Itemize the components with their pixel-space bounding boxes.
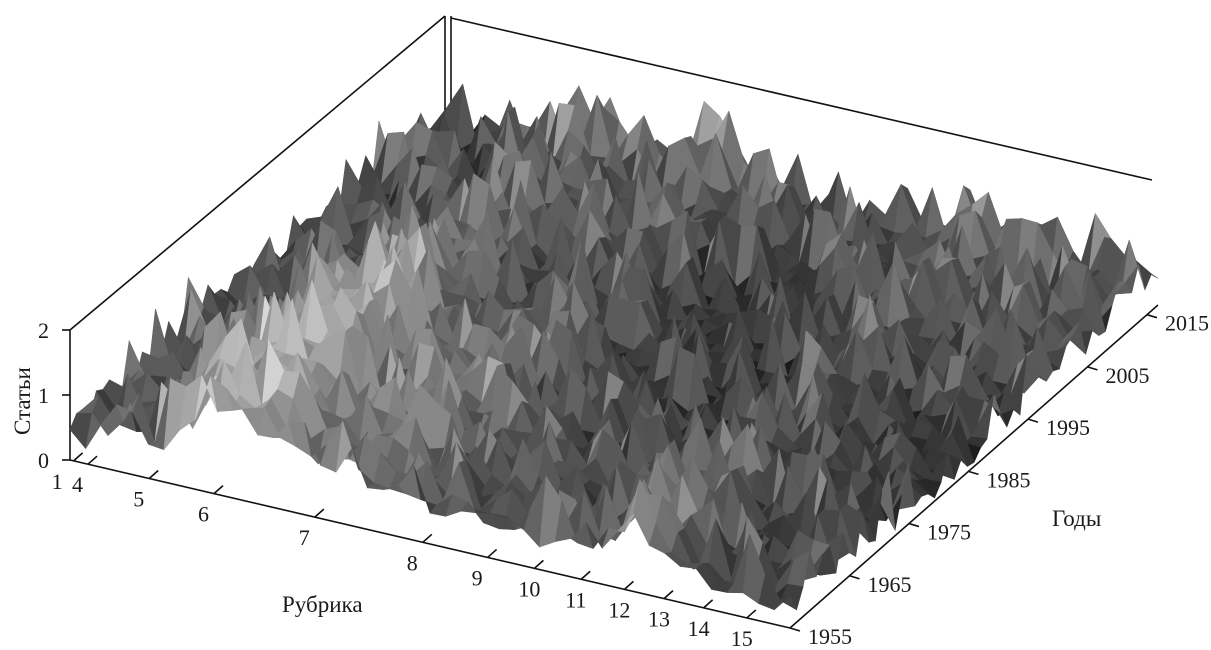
x-tick-14	[703, 599, 714, 609]
x-tick-label-11: 11	[565, 587, 586, 612]
y-axis: 1955 1965 1975 1985 1995 2005 2015	[789, 311, 1209, 649]
x-tick-13	[663, 590, 674, 600]
y-tick-1995	[1027, 418, 1039, 423]
x-axis-line	[69, 459, 791, 629]
y-tick-1965	[849, 575, 860, 580]
y-tick-1985	[968, 470, 979, 476]
z-axis: 2 1 0 Статьи	[10, 318, 70, 473]
x-tick-9	[487, 548, 498, 559]
x-axis: 1 4 5 6 7 8 9 10 11 12 13 14 15	[52, 452, 757, 650]
y-tick-label-2005: 2005	[1105, 363, 1149, 388]
x-tick-4	[87, 455, 98, 465]
y-tick-label-2015: 2015	[1165, 311, 1209, 336]
y-tick-label-1995: 1995	[1046, 415, 1090, 440]
z-axis-title: Статьи	[10, 367, 35, 435]
y-tick-label-1975: 1975	[927, 520, 971, 545]
x-tick-15	[746, 609, 757, 619]
z-tick-label-1: 1	[38, 383, 49, 408]
x-tick-7	[314, 508, 325, 518]
y-tick-label-1985: 1985	[986, 467, 1030, 492]
x-tick-label-8: 8	[407, 550, 418, 575]
y-tick-label-1955: 1955	[808, 624, 852, 649]
frame-back-top-edge	[450, 17, 1153, 181]
x-tick-label-4: 4	[72, 472, 83, 497]
z-tick-label-0: 0	[38, 448, 49, 473]
x-tick-label-6: 6	[198, 502, 209, 527]
surface-mesh	[69, 83, 1159, 611]
frame-back-left-edge	[69, 15, 446, 331]
x-tick-label-14: 14	[688, 616, 710, 641]
y-tick-2005	[1087, 366, 1098, 371]
y-tick-1975	[908, 522, 920, 528]
x-tick-label-13: 13	[648, 607, 670, 632]
y-tick-label-1965: 1965	[867, 572, 911, 597]
x-axis-title: Рубрика	[282, 592, 363, 617]
x-tick-label-7: 7	[299, 525, 310, 550]
x-tick-11	[580, 570, 591, 580]
z-tick-label-2: 2	[38, 318, 49, 343]
y-axis-title: Годы	[1052, 506, 1101, 531]
x-tick-10	[533, 559, 544, 569]
y-axis-line	[789, 304, 1159, 629]
x-tick-5	[148, 469, 159, 480]
x-tick-label-1: 1	[52, 469, 63, 494]
x-tick-label-5: 5	[133, 486, 144, 511]
x-tick-12	[623, 580, 634, 590]
surface-cell	[774, 595, 798, 611]
x-tick-6	[213, 485, 224, 495]
x-tick-8	[422, 533, 433, 543]
x-tick-label-15: 15	[731, 626, 753, 650]
y-tick-1955	[789, 627, 801, 632]
x-tick-label-10: 10	[518, 576, 540, 601]
x-tick-1	[73, 452, 84, 462]
x-tick-label-12: 12	[608, 597, 630, 622]
y-tick-2015	[1146, 313, 1158, 319]
plot-frame	[69, 15, 1159, 629]
x-tick-label-9: 9	[472, 565, 483, 590]
